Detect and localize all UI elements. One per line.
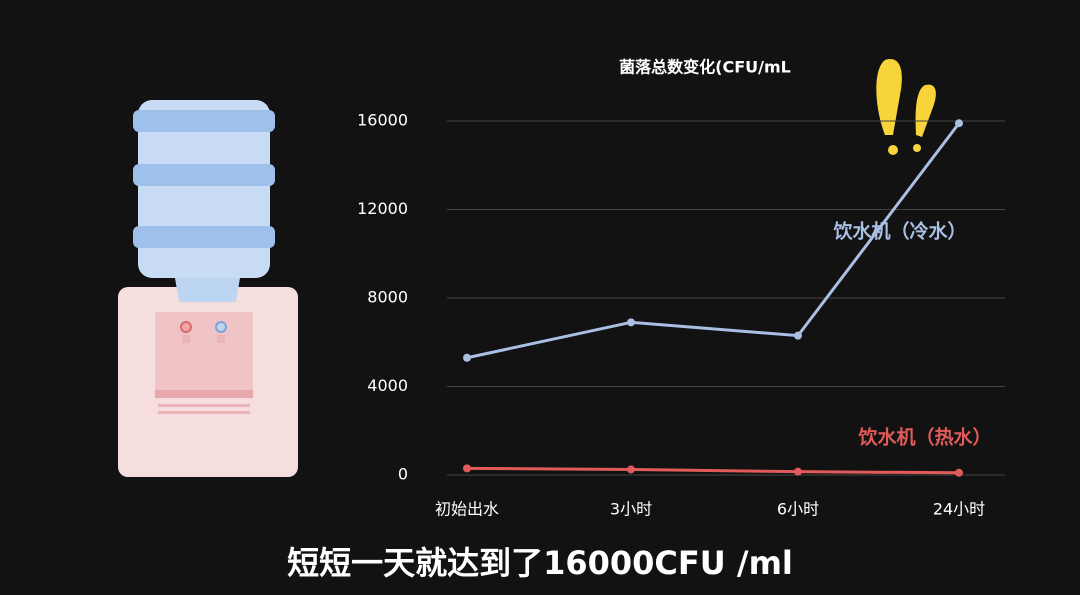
data-point	[955, 119, 963, 128]
water-dispenser	[118, 100, 298, 477]
y-tick-label: 4000	[367, 376, 408, 395]
data-point	[627, 318, 635, 327]
series-label: 饮水机（热水）	[857, 426, 991, 449]
y-tick-label: 0	[398, 465, 408, 484]
x-tick-label: 初始出水	[435, 500, 499, 519]
series-line	[466, 122, 961, 360]
x-tick-label: 6小时	[777, 500, 819, 519]
data-point	[627, 465, 635, 474]
data-point	[794, 331, 802, 340]
y-tick-label: 8000	[367, 288, 408, 307]
series-line	[466, 466, 960, 475]
series-label: 饮水机（冷水）	[832, 220, 966, 243]
y-tick-label: 16000	[357, 111, 408, 130]
x-tick-label: 24小时	[933, 500, 985, 519]
y-tick-label: 12000	[357, 199, 408, 218]
data-point	[463, 353, 471, 362]
data-point	[794, 467, 802, 476]
x-tick-label: 3小时	[610, 500, 652, 519]
data-point	[463, 464, 471, 473]
data-point	[955, 468, 963, 477]
exclamation-marks	[876, 59, 936, 155]
chart-title: 菌落总数变化(CFU/mL	[619, 58, 791, 77]
caption: 短短一天就达到了16000CFU /ml	[287, 544, 793, 582]
